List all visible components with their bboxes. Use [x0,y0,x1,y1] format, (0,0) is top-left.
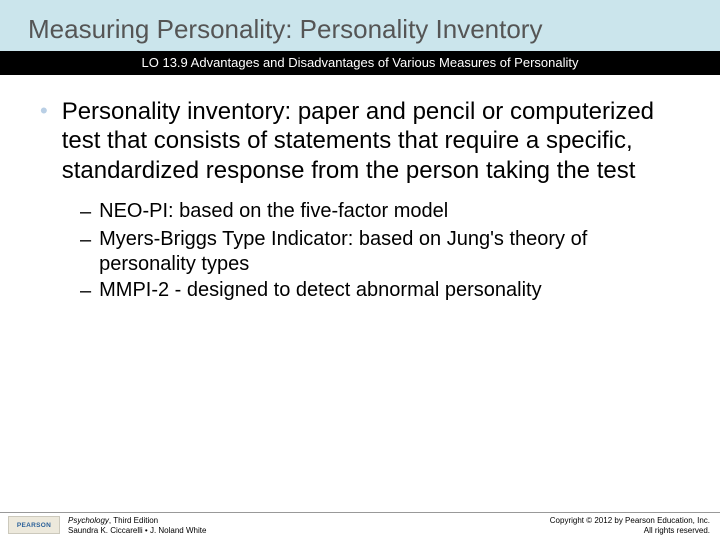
learning-objective-band: LO 13.9 Advantages and Disadvantages of … [0,51,720,75]
sub-bullet-list: – NEO-PI: based on the five-factor model… [80,199,680,305]
list-item: – Myers-Briggs Type Indicator: based on … [80,227,680,277]
sub-item-text: MMPI-2 - designed to detect abnormal per… [99,278,541,303]
list-item: – MMPI-2 - designed to detect abnormal p… [80,278,680,304]
book-title: Psychology [68,516,109,525]
dash-icon: – [80,199,91,225]
book-info: Psychology, Third Edition Saundra K. Cic… [68,516,206,536]
sub-item-text: NEO-PI: based on the five-factor model [99,199,448,224]
list-item: – NEO-PI: based on the five-factor model [80,199,680,225]
slide-title: Measuring Personality: Personality Inven… [28,14,700,45]
copyright-line1: Copyright © 2012 by Pearson Education, I… [550,516,710,525]
book-edition: , Third Edition [109,516,158,525]
dash-icon: – [80,278,91,304]
content-area: • Personality inventory: paper and penci… [0,75,720,304]
copyright-line2: All rights reserved. [644,526,710,535]
authors: Saundra K. Ciccarelli • J. Noland White [68,526,206,535]
publisher-logo: PEARSON [8,516,60,534]
footer-left: PEARSON Psychology, Third Edition Saundr… [8,516,206,536]
main-bullet-text: Personality inventory: paper and pencil … [62,97,680,185]
learning-objective-text: LO 13.9 Advantages and Disadvantages of … [142,55,579,70]
footer: PEARSON Psychology, Third Edition Saundr… [0,512,720,540]
main-bullet-row: • Personality inventory: paper and penci… [40,97,680,185]
sub-item-text: Myers-Briggs Type Indicator: based on Ju… [99,227,680,277]
footer-right: Copyright © 2012 by Pearson Education, I… [550,516,710,536]
dash-icon: – [80,227,91,253]
title-band: Measuring Personality: Personality Inven… [0,0,720,51]
bullet-icon: • [40,97,48,125]
